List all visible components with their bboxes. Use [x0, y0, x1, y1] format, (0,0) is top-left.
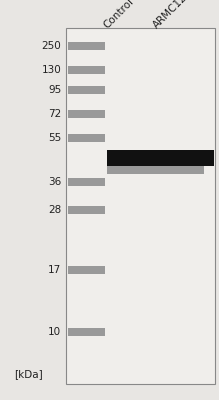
Bar: [68, 42, 105, 50]
Bar: [68, 328, 105, 336]
Text: 55: 55: [48, 133, 61, 143]
Bar: [68, 66, 105, 74]
Text: 130: 130: [42, 65, 61, 75]
Text: ARMC12: ARMC12: [152, 0, 190, 30]
Text: 95: 95: [48, 85, 61, 95]
Text: 72: 72: [48, 109, 61, 119]
Text: [kDa]: [kDa]: [14, 369, 43, 379]
Bar: [68, 134, 105, 142]
Text: Control: Control: [101, 0, 135, 30]
Text: 28: 28: [48, 205, 61, 215]
Text: 17: 17: [48, 265, 61, 275]
Bar: [68, 110, 105, 118]
Bar: [68, 266, 105, 274]
Bar: [66, 28, 215, 384]
Bar: [68, 206, 105, 214]
Bar: [68, 178, 105, 186]
Text: 10: 10: [48, 327, 61, 337]
Text: 250: 250: [42, 41, 61, 51]
Bar: [107, 166, 204, 174]
Bar: [107, 150, 214, 166]
Text: 36: 36: [48, 177, 61, 187]
Bar: [68, 86, 105, 94]
